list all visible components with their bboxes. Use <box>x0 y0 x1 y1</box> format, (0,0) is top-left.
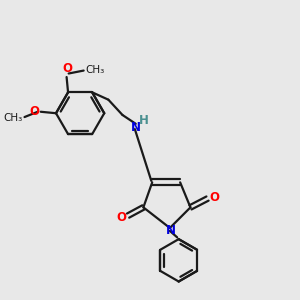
Text: CH₃: CH₃ <box>4 113 23 123</box>
Text: N: N <box>130 121 140 134</box>
Text: O: O <box>209 190 219 204</box>
Text: O: O <box>117 211 127 224</box>
Text: O: O <box>29 105 39 118</box>
Text: CH₃: CH₃ <box>85 65 104 75</box>
Text: O: O <box>62 62 72 75</box>
Text: H: H <box>139 114 148 128</box>
Text: N: N <box>166 224 176 237</box>
